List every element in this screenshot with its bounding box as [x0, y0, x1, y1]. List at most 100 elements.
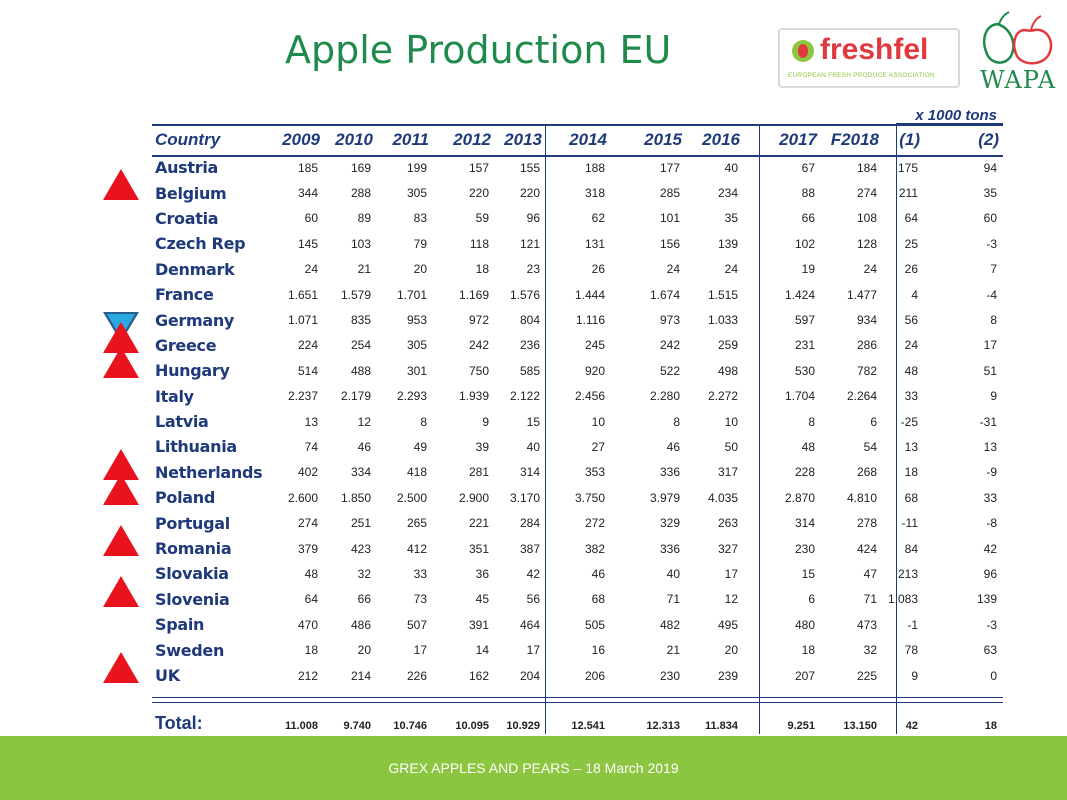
table-cell: 84	[904, 541, 918, 556]
column-header: (1)	[899, 129, 920, 149]
table-cell: 318	[584, 186, 605, 201]
table-cell: 488	[350, 363, 371, 378]
table-cell: 245	[584, 338, 605, 353]
table-cell: 118	[469, 236, 489, 251]
column-header: 2017	[779, 129, 817, 149]
table-cell: 63	[983, 643, 997, 658]
table-cell: -31	[979, 414, 997, 429]
footer-text: GREX APPLES AND PEARS – 18 March 2019	[388, 760, 679, 776]
table-cell: 46	[591, 566, 605, 581]
table-cell: 2.237	[287, 389, 318, 404]
table-cell: 25	[904, 236, 918, 251]
table-cell: 284	[519, 516, 540, 531]
freshfel-logo: freshfel EUROPEAN FRESH PRODUCE ASSOCIAT…	[778, 28, 960, 88]
units-label: x 1000 tons	[915, 107, 997, 124]
table-cell: 225	[856, 668, 877, 683]
table-cell: -3	[986, 236, 997, 251]
table-row: Italy 2.237 2.179 2.293 1.939 2.122 2.456 2.280…	[152, 384, 1003, 409]
trend-up-icon	[103, 169, 139, 201]
table-cell: 286	[856, 338, 877, 353]
table-row: Austria 185 169 199 157 155 188 177 40 67 184 175 94	[152, 155, 1003, 180]
table-cell: 473	[856, 617, 877, 632]
trend-up-icon	[103, 525, 139, 556]
table-cell: 36	[475, 566, 489, 581]
table-row: Czech Rep 145 103 79 118 121 131 156 139 102 128 25…	[152, 231, 1003, 256]
table-cell: 12	[724, 592, 738, 607]
table-cell: 3.979	[649, 490, 680, 505]
table-cell: 2.500	[396, 490, 427, 505]
table-cell: 230	[659, 668, 680, 683]
table-cell: 268	[856, 465, 877, 480]
table-row: Romania 379 423 412 351 387 382 336 327 230 424 84 4…	[152, 536, 1003, 561]
table-cell: 387	[519, 541, 540, 556]
table-cell: 317	[717, 465, 738, 480]
table-row: Spain 470 486 507 391 464 505 482 495 480 473 -1 -3	[152, 612, 1003, 637]
country-name: France	[155, 285, 214, 305]
table-cell: 27	[591, 439, 605, 454]
table-cell: 2.900	[458, 490, 489, 505]
country-name: Germany	[155, 310, 235, 330]
table-cell: 482	[659, 617, 680, 632]
table-cell: 145	[297, 236, 318, 251]
table-row: Netherlands 402 334 418 281 314 353 336 317 228 26…	[152, 460, 1003, 485]
column-header: 2009	[282, 129, 320, 149]
table-cell: 220	[468, 186, 489, 201]
table-cell: 391	[468, 617, 489, 632]
table-cell: 60	[983, 211, 997, 226]
table-cell: 47	[863, 566, 877, 581]
table-cell: 750	[468, 363, 489, 378]
country-name: Poland	[155, 488, 216, 508]
table-cell: 68	[591, 592, 605, 607]
table-row: Latvia 13 12 8 9 15 10 8 10 8 6 -25 -31	[152, 409, 1003, 434]
table-cell: 7	[990, 262, 997, 277]
table-cell: 9	[990, 389, 997, 404]
table-cell: 9	[482, 414, 489, 429]
total-cell: 13.150	[843, 720, 877, 733]
table-cell: 10	[724, 414, 738, 429]
table-cell: 1.576	[509, 287, 540, 302]
table-cell: 234	[717, 186, 738, 201]
table-cell: 804	[519, 313, 540, 328]
country-name: Netherlands	[155, 462, 263, 482]
table-cell: 1.424	[784, 287, 815, 302]
table-cell: 156	[659, 236, 680, 251]
table-cell: 835	[350, 313, 371, 328]
table-cell: 953	[406, 313, 427, 328]
table-cell: 17	[983, 338, 997, 353]
table-cell: 1.850	[340, 490, 371, 505]
country-name: Greece	[155, 335, 217, 355]
country-name: Denmark	[155, 259, 235, 279]
table-cell: 46	[357, 439, 371, 454]
table-cell: -11	[901, 516, 918, 531]
table-cell: 412	[406, 541, 427, 556]
table-cell: 177	[659, 160, 680, 175]
table-row: Slovakia 48 32 33 36 42 46 40 17 15 47 213 96	[152, 561, 1003, 586]
table-cell: 505	[584, 617, 605, 632]
table-header-row: Country 2009 2010 2011 2012 2013 2014 2015 2016 2…	[152, 124, 1003, 155]
trend-up-icon	[103, 575, 139, 607]
table-cell: 139	[717, 236, 738, 251]
table-cell: 1.083	[887, 592, 918, 607]
table-cell: 185	[297, 160, 318, 175]
table-cell: 1.116	[575, 313, 605, 328]
column-header: F2018	[830, 129, 879, 149]
table-cell: 334	[350, 465, 371, 480]
table-cell: 329	[659, 516, 680, 531]
table-cell: 0	[990, 668, 997, 683]
table-cell: 314	[794, 516, 815, 531]
table-cell: 21	[666, 643, 680, 658]
table-row: Germany 1.071 835 953 972 804 1.116 973 1.033 597…	[152, 307, 1003, 332]
column-divider	[759, 124, 760, 734]
table-cell: 121	[519, 236, 540, 251]
total-cell: 9.251	[787, 720, 815, 733]
country-name: UK	[155, 666, 180, 685]
table-cell: 139	[976, 592, 997, 607]
table-cell: 3.170	[509, 490, 540, 505]
country-name: Lithuania	[155, 437, 237, 457]
table-cell: 259	[717, 338, 738, 353]
table-cell: 351	[468, 541, 489, 556]
table-cell: 288	[350, 186, 371, 201]
table-cell: 71	[666, 592, 680, 607]
table-cell: 26	[904, 262, 918, 277]
table-cell: 13	[304, 414, 318, 429]
